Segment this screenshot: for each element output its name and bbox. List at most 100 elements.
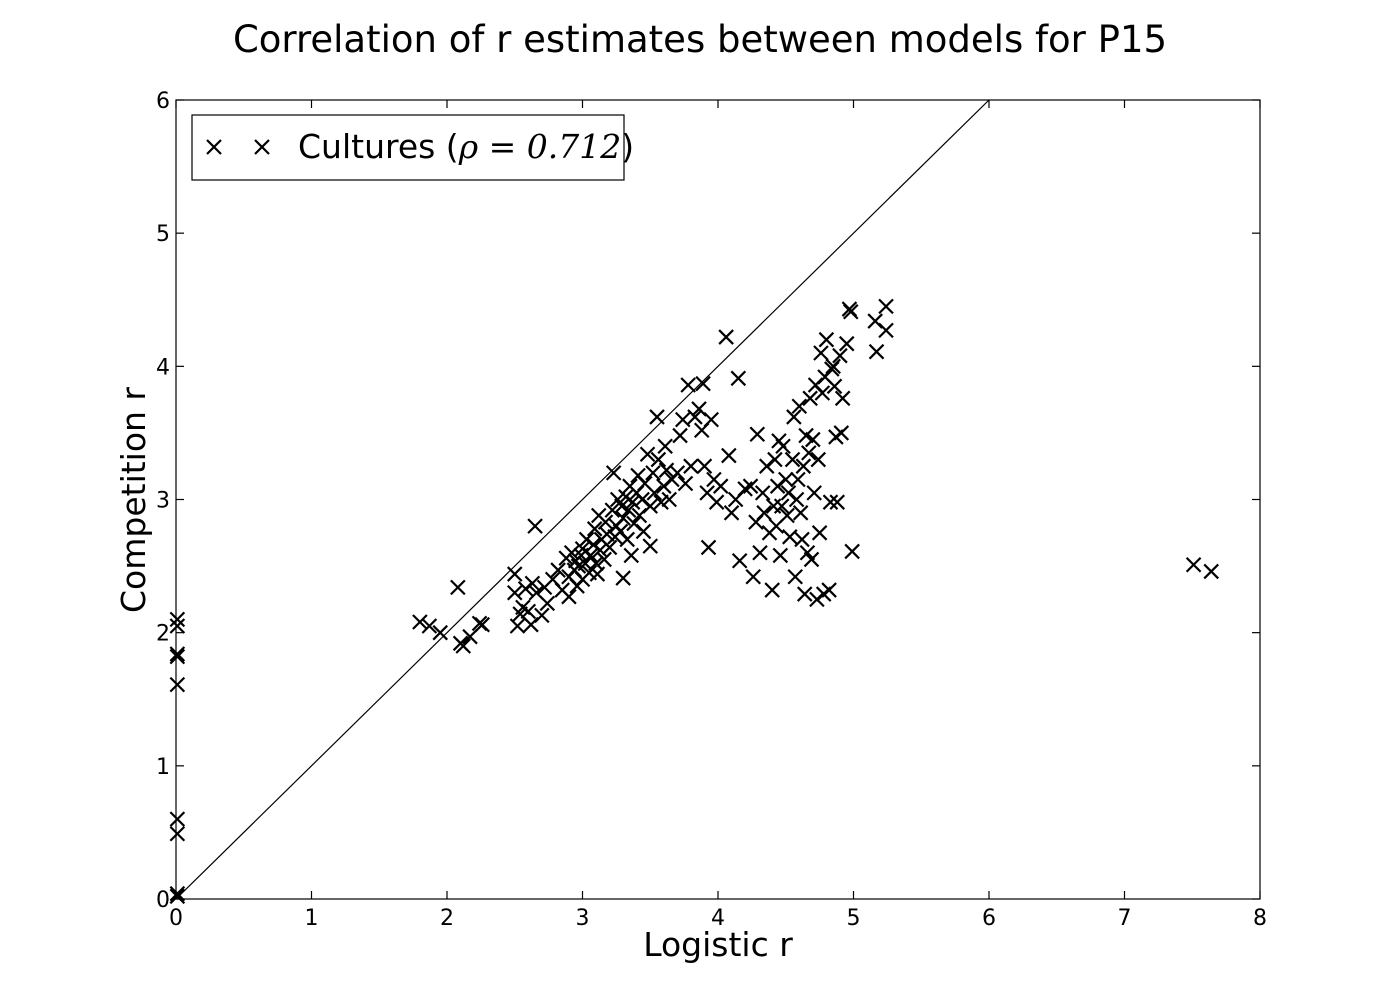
- data-point: [506, 566, 523, 582]
- data-point: [756, 505, 772, 521]
- data-point: [661, 491, 677, 508]
- data-point: [169, 825, 186, 842]
- data-point: [615, 510, 631, 526]
- data-point: [790, 471, 806, 488]
- data-point: [772, 547, 789, 564]
- data-point: [589, 566, 606, 582]
- data-point: [791, 398, 808, 415]
- x-tick-label: 4: [711, 906, 725, 931]
- data-point: [657, 438, 673, 455]
- data-point: [539, 595, 556, 612]
- data-point: [742, 478, 759, 494]
- data-point: [700, 539, 717, 556]
- data-point: [169, 618, 186, 634]
- data-point: [455, 638, 472, 654]
- data-point: [775, 438, 791, 455]
- y-tick-label: 5: [156, 222, 170, 247]
- data-point: [833, 425, 850, 441]
- legend-rho-value: 0.712: [527, 127, 621, 166]
- data-point: [527, 518, 543, 534]
- data-point: [829, 494, 846, 510]
- data-point: [844, 543, 860, 560]
- y-axis-label: Competition r: [114, 387, 153, 613]
- data-point: [782, 529, 798, 545]
- data-point: [832, 347, 848, 364]
- axis-ticks: 0 1 2 3 4 5 6 7 8 0 1 2 3 4 5 6: [156, 89, 1267, 931]
- data-point: [708, 494, 725, 510]
- data-point: [563, 544, 580, 561]
- y-tick-label: 4: [156, 355, 170, 380]
- data-point: [787, 568, 804, 585]
- data-point: [721, 447, 737, 464]
- y-tick-label: 3: [156, 489, 170, 514]
- data-point: [825, 358, 841, 375]
- reference-line: [175, 99, 990, 900]
- data-point: [639, 446, 656, 463]
- data-point: [683, 458, 699, 474]
- data-point: [642, 498, 659, 514]
- data-point: [795, 458, 812, 474]
- y-tick-label: 0: [156, 888, 170, 913]
- legend-label-prefix: Cultures (: [298, 127, 459, 166]
- data-point: [821, 582, 837, 598]
- data-point: [814, 385, 831, 401]
- data-point: [620, 502, 637, 518]
- data-point: [811, 525, 828, 541]
- data-point: [779, 507, 795, 524]
- data-point: [838, 335, 855, 352]
- data-point: [818, 331, 835, 348]
- data-point: [677, 475, 694, 492]
- data-point: [169, 676, 186, 693]
- data-point: [1185, 556, 1202, 573]
- data-point: [731, 552, 748, 569]
- data-point: [718, 329, 734, 345]
- data-point: [635, 523, 652, 540]
- legend-label: Cultures (ρ = 0.712): [298, 127, 634, 166]
- x-tick-label: 0: [169, 906, 183, 931]
- data-point: [624, 494, 641, 510]
- data-point: [730, 370, 747, 387]
- data-point: [764, 582, 780, 598]
- data-point: [669, 465, 686, 481]
- data-point: [169, 611, 186, 628]
- data-point: [777, 471, 794, 488]
- data-point: [646, 485, 663, 501]
- data-point: [794, 531, 810, 548]
- data-point: [601, 539, 618, 556]
- data-point: [412, 614, 428, 630]
- data-point: [550, 562, 566, 578]
- y-tick-label: 6: [156, 89, 170, 114]
- data-point: [586, 521, 603, 537]
- x-tick-label: 8: [1253, 906, 1267, 931]
- data-point: [619, 531, 635, 548]
- data-point: [737, 481, 753, 497]
- data-point: [169, 885, 186, 902]
- x-tick-label: 2: [440, 906, 454, 931]
- data-point: [802, 390, 818, 407]
- x-tick-label: 7: [1118, 906, 1132, 931]
- data-point: [509, 618, 526, 634]
- data-point: [680, 377, 696, 393]
- data-point: [773, 498, 790, 514]
- data-point: [604, 502, 621, 518]
- data-point: [810, 451, 827, 468]
- x-tick-label: 5: [847, 906, 861, 931]
- data-points: [169, 298, 1219, 905]
- x-tick-label: 1: [305, 906, 319, 931]
- data-point: [806, 485, 822, 501]
- data-point: [674, 411, 691, 428]
- legend-marker: [206, 139, 270, 155]
- data-point: [822, 494, 839, 510]
- data-point: [561, 588, 577, 605]
- data-point: [450, 579, 466, 596]
- data-point: [695, 375, 711, 392]
- data-point: [605, 465, 622, 481]
- data-point: [506, 584, 523, 601]
- data-point: [765, 498, 782, 514]
- data-point: [788, 491, 805, 508]
- data-point: [696, 458, 713, 474]
- data-point: [1203, 563, 1219, 580]
- data-point: [596, 551, 612, 568]
- data-point: [462, 628, 478, 645]
